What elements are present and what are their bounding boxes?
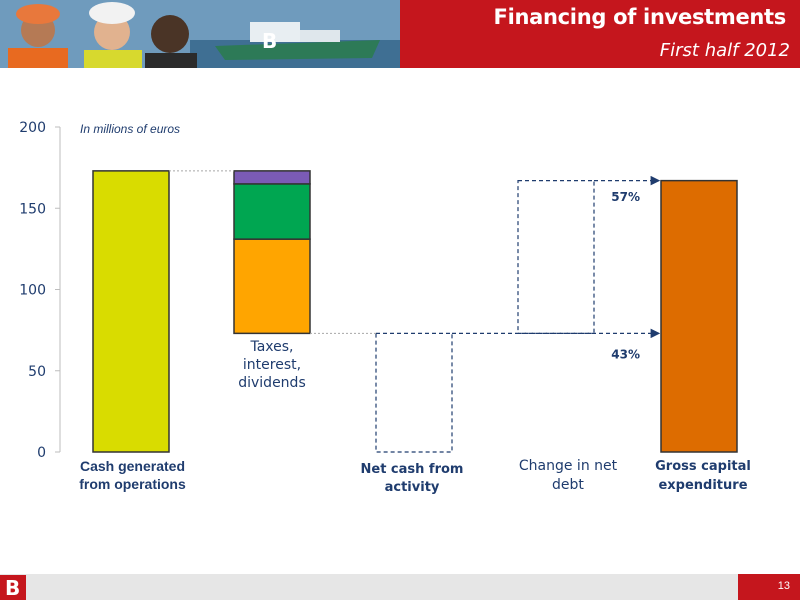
unit-note: In millions of euros [80, 122, 181, 136]
bar-segment [660, 179, 738, 453]
percentage-annotation: 43% [611, 348, 640, 362]
slide-title: Financing of investments [493, 5, 787, 29]
y-tick-label: 200 [19, 120, 46, 136]
svg-text:B: B [262, 29, 277, 53]
bar-segment [233, 238, 311, 335]
footer-logo: B [0, 575, 26, 600]
category-label-cash-generated: Cash generated from operations [79, 458, 186, 492]
y-tick-label: 100 [19, 283, 46, 299]
footer-page-box [738, 574, 800, 600]
bar-segment [92, 170, 170, 453]
slide-subtitle: First half 2012 [659, 40, 790, 61]
bar-segment [233, 183, 311, 240]
y-tick-label: 0 [37, 445, 46, 461]
bar-dashed [375, 332, 453, 453]
category-label-net-cash: Net cash from activity [360, 462, 464, 495]
header-photo: B [0, 0, 400, 68]
page-number: 13 [777, 580, 790, 592]
y-tick-label: 150 [19, 201, 46, 217]
header-photo-strip: B [0, 0, 400, 68]
bar-dashed [517, 180, 595, 334]
category-label-capex: Gross capital expenditure [655, 459, 751, 493]
percentage-annotation: 57% [611, 190, 640, 204]
y-tick-label: 50 [28, 364, 46, 380]
header: B Financing of investments First half 20… [0, 0, 800, 68]
footer-bar [0, 574, 800, 600]
bar-segment [233, 170, 311, 185]
category-label-taxes: Taxes, interest, dividends [238, 339, 306, 391]
category-label-net-debt: Change in net debt [518, 458, 618, 493]
header-red-band [400, 0, 800, 68]
svg-text:B: B [5, 576, 20, 600]
